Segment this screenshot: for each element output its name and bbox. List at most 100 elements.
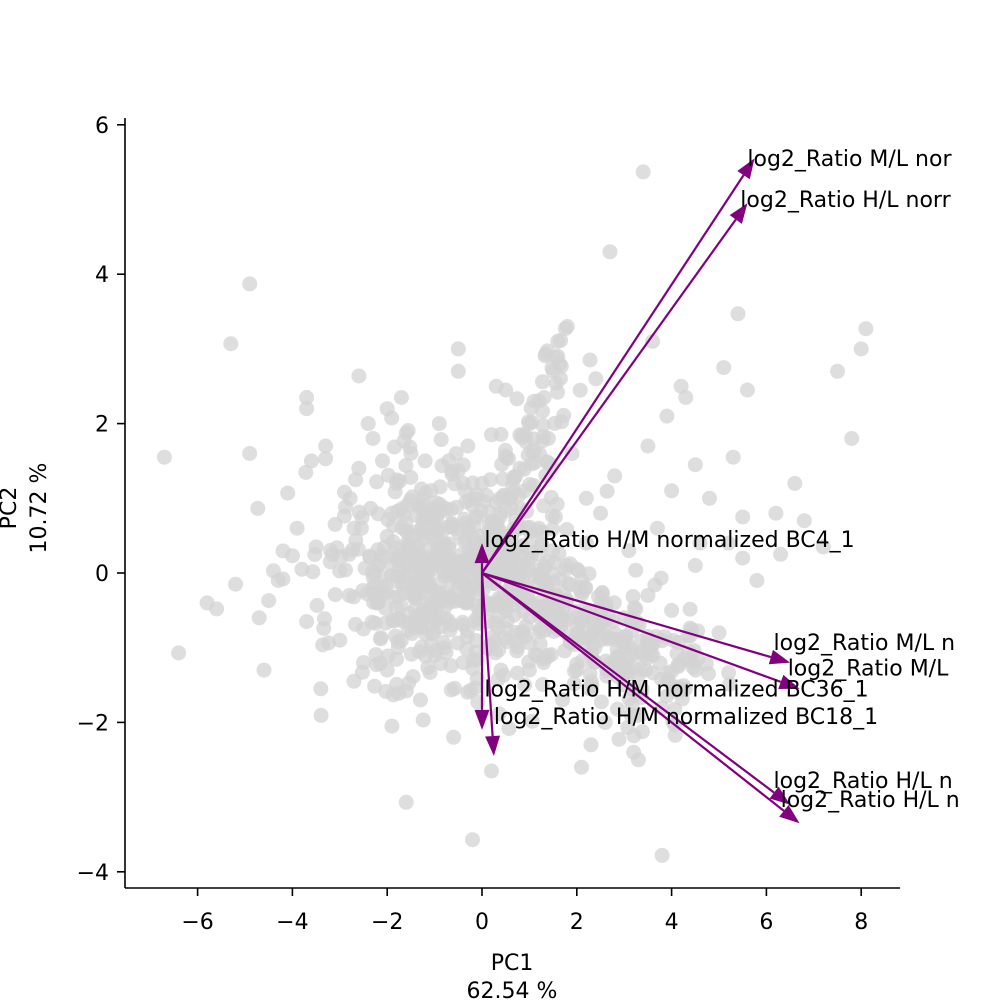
scatter-point	[524, 443, 540, 459]
scatter-point	[456, 580, 471, 596]
scatter-point	[599, 483, 615, 499]
loading-label: log2_Ratio M/L n	[774, 631, 956, 656]
scatter-point	[673, 378, 689, 394]
scatter-point	[437, 610, 453, 626]
scatter-point	[446, 555, 462, 571]
scatter-point	[550, 348, 566, 364]
scatter-point	[370, 558, 386, 573]
axes	[124, 118, 900, 889]
scatter-point	[427, 647, 443, 663]
scatter-point	[433, 432, 449, 448]
scatter-point	[491, 706, 507, 722]
scatter-point	[687, 457, 703, 473]
scatter-point	[459, 554, 475, 570]
scatter-point	[442, 622, 458, 638]
scatter-point	[535, 403, 550, 419]
scatter-point	[355, 583, 371, 599]
scatter-point	[649, 520, 665, 536]
scatter-point	[588, 371, 604, 387]
scatter-point	[582, 352, 598, 368]
scatter-point	[446, 729, 462, 745]
x-tick-label: −6	[181, 910, 213, 935]
scatter-point	[443, 682, 459, 698]
scatter-point	[338, 562, 353, 578]
scatter-point	[524, 713, 540, 729]
scatter-point	[418, 485, 434, 501]
scatter-point	[322, 554, 338, 570]
scatter-point	[441, 453, 457, 469]
y-tick-label: 0	[95, 562, 109, 587]
scatter-point	[602, 244, 618, 260]
scatter-point	[853, 341, 869, 357]
scatter-point	[787, 475, 803, 491]
scatter-point	[610, 701, 625, 717]
y-tick-label: 2	[95, 413, 109, 438]
scatter-point	[403, 469, 419, 485]
loading-arrow-head	[778, 674, 800, 689]
scatter-point	[578, 535, 594, 551]
scatter-point	[773, 546, 789, 562]
scatter-point	[633, 707, 649, 722]
loading-label: log2_Ratio H/M normalized BC18_1	[494, 705, 878, 730]
scatter-point	[289, 520, 305, 536]
scatter-point	[533, 538, 549, 554]
scatter-point	[450, 341, 466, 357]
scatter-point	[369, 474, 385, 490]
scatter-point	[620, 719, 636, 735]
scatter-point	[316, 620, 332, 636]
y-tick-label: −2	[77, 711, 109, 736]
scatter-point	[562, 577, 578, 593]
scatter-point	[384, 505, 400, 521]
scatter-point	[171, 645, 187, 661]
scatter-point	[250, 500, 266, 516]
loading-arrow-head	[485, 735, 500, 756]
scatter-point	[436, 535, 452, 551]
scatter-point	[351, 460, 367, 476]
scatter-point	[593, 694, 609, 710]
scatter-point	[722, 676, 738, 692]
scatter-point	[721, 535, 736, 551]
scatter-point	[420, 660, 436, 675]
scatter-point	[512, 460, 528, 476]
scatter-point	[526, 393, 542, 409]
scatter-point	[578, 490, 594, 506]
y-tick-label: 4	[95, 263, 109, 288]
scatter-point	[313, 707, 329, 723]
scatter-point	[545, 363, 561, 379]
scatter-point	[535, 374, 550, 390]
scatter-point	[682, 601, 698, 617]
scatter-point	[370, 595, 386, 611]
scatter-point	[398, 794, 414, 810]
scatter-point	[456, 533, 472, 549]
scatter-point	[455, 457, 471, 473]
scatter-point	[701, 666, 716, 682]
scatter-point	[632, 661, 648, 677]
scatter-point	[502, 490, 518, 506]
scatter-point	[379, 401, 395, 417]
loading-label: log2_Ratio M/L nor	[747, 147, 952, 172]
scatter-point	[429, 511, 445, 527]
scatter-point	[455, 475, 471, 491]
scatter-point	[669, 646, 685, 661]
loading-arrow-shaft	[481, 174, 745, 574]
scatter-point	[393, 390, 409, 405]
scatter-point	[504, 479, 520, 494]
scatter-point	[460, 684, 476, 700]
loading-label: log2_Ratio H/L n	[781, 788, 960, 813]
scatter-point	[414, 639, 430, 655]
scatter-point	[735, 550, 751, 566]
scatter-point	[460, 438, 476, 454]
x-axis-label: PC1	[491, 951, 534, 976]
scatter-point	[308, 539, 324, 555]
loading-labels: log2_Ratio M/L nor log2_Ratio H/L norr log…	[484, 147, 959, 813]
loading-label: log2_Ratio H/L n	[774, 769, 953, 794]
scatter-point	[611, 731, 627, 747]
scatter-point	[501, 721, 517, 737]
scatter-point	[156, 449, 172, 465]
scatter-point	[379, 528, 395, 544]
scatter-point	[536, 655, 552, 671]
scatter-point	[739, 382, 755, 398]
scatter-point	[630, 752, 646, 768]
scatter-point	[687, 558, 703, 573]
scatter-point	[534, 567, 550, 583]
